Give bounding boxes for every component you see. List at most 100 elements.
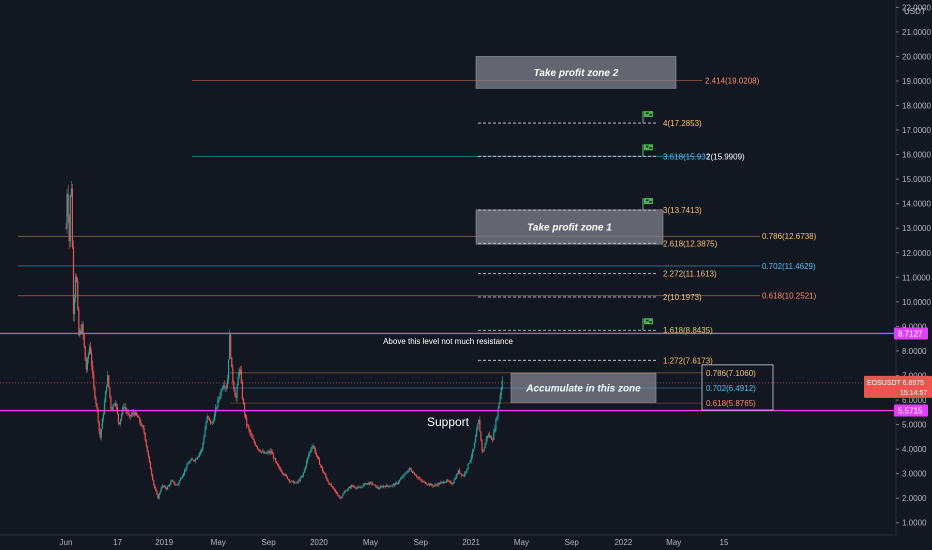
candle — [170, 479, 172, 486]
time-axis[interactable]: Jun 17 2019 May Sep 2020 May Sep 2021 May Sep 2022 M… — [0, 534, 896, 547]
candle — [318, 457, 321, 465]
candle — [175, 483, 177, 486]
candle — [492, 438, 494, 443]
candle — [461, 473, 463, 478]
price-axis[interactable]: 1.00002.00003.00004.00005.00006.00007.00… — [895, 0, 932, 550]
candle — [83, 333, 85, 349]
candle — [173, 481, 175, 485]
price-tick-label: 21.0000 — [902, 28, 931, 37]
candle — [393, 483, 395, 488]
candle — [307, 457, 309, 464]
candle — [156, 489, 158, 495]
candle — [425, 481, 427, 485]
annotation-resistance: Above this level not much resistance — [383, 337, 513, 346]
candle — [190, 457, 192, 462]
candle — [337, 492, 339, 496]
candle — [84, 346, 86, 361]
candle — [344, 489, 346, 494]
candle — [360, 485, 362, 489]
candle — [352, 484, 354, 487]
candle — [118, 422, 121, 425]
candle — [442, 480, 445, 485]
zone-boxes[interactable]: Take profit zone 2 Take profit zone 1 Accu… — [475, 56, 677, 403]
candle — [66, 188, 68, 235]
candle — [234, 387, 236, 397]
candle — [196, 456, 199, 460]
candle — [133, 411, 136, 418]
candle — [208, 417, 210, 422]
zone-box[interactable]: Take profit zone 1 — [475, 209, 664, 245]
candle — [368, 481, 370, 485]
candle — [339, 494, 341, 500]
candle — [363, 482, 365, 487]
candle — [199, 451, 201, 458]
candle — [121, 412, 123, 422]
candle — [284, 473, 286, 477]
candle — [179, 477, 182, 481]
candle — [176, 484, 178, 487]
candle — [483, 446, 485, 452]
candle — [331, 485, 333, 489]
candle — [371, 481, 373, 487]
candle — [140, 419, 142, 427]
fib-extension-levels: 1.272(7.6173) 1.618(8.8435) 2(10.1973) 2.27… — [478, 111, 745, 365]
candle — [119, 418, 122, 427]
candle — [265, 452, 267, 454]
price-tick-label: 1.0000 — [902, 519, 927, 528]
candle — [86, 356, 88, 373]
candle — [486, 435, 488, 442]
candle — [433, 485, 435, 488]
candle — [464, 471, 466, 478]
candle — [501, 376, 503, 391]
candle — [255, 444, 257, 448]
candle — [375, 485, 377, 489]
candle — [414, 472, 416, 476]
candle — [143, 424, 145, 435]
fib-extension-label: 3.618(15.931 — [663, 152, 711, 161]
candle — [247, 424, 249, 428]
candle — [159, 490, 161, 495]
candle — [469, 459, 471, 464]
zone-box[interactable]: Take profit zone 2 — [475, 56, 677, 89]
candle — [194, 457, 196, 464]
candle — [282, 472, 284, 476]
candle — [408, 466, 410, 473]
candle — [65, 222, 67, 230]
candle — [481, 439, 483, 454]
candle — [166, 485, 169, 491]
zone-box[interactable]: Accumulate in this zone — [510, 372, 657, 403]
horizontal-levels[interactable] — [0, 332, 896, 412]
candle — [186, 462, 188, 472]
candle — [347, 487, 349, 492]
candle — [417, 476, 419, 480]
candle — [153, 479, 155, 486]
candle — [478, 419, 480, 424]
candle — [292, 480, 294, 483]
candlestick-series[interactable] — [65, 180, 503, 501]
candle — [93, 370, 95, 390]
price-tick-label: 8.0000 — [902, 347, 927, 356]
candle — [422, 480, 424, 484]
candle — [335, 490, 338, 495]
candle — [77, 277, 79, 311]
candle — [440, 481, 442, 484]
candle — [162, 485, 164, 488]
candle — [387, 484, 389, 488]
candle — [391, 484, 393, 488]
candle — [353, 484, 355, 488]
candle — [230, 333, 232, 359]
candle — [448, 480, 450, 483]
candle — [482, 449, 484, 454]
candle — [233, 380, 235, 392]
time-tick-label: Sep — [565, 538, 580, 547]
candle — [388, 485, 390, 489]
candle — [250, 429, 252, 438]
candle — [304, 465, 307, 471]
candle — [455, 473, 457, 480]
candle — [256, 445, 259, 451]
candle — [410, 467, 413, 473]
candle — [466, 468, 468, 474]
candle — [237, 372, 239, 386]
candle — [491, 435, 493, 440]
